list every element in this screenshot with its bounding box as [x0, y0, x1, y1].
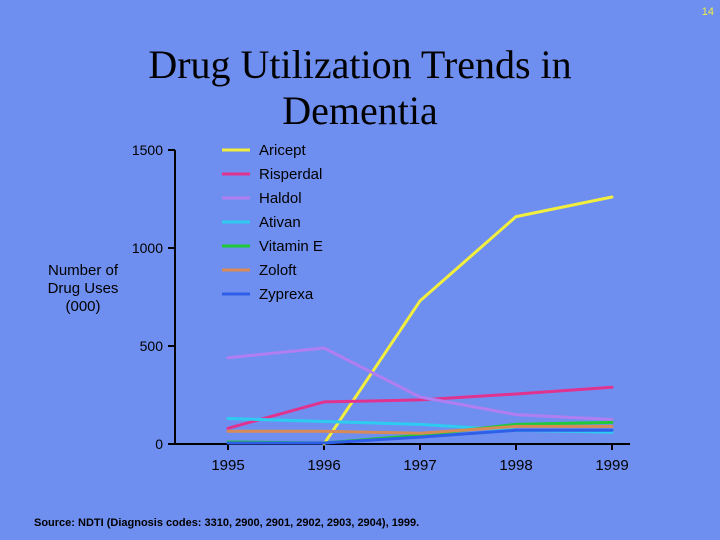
y-tick-label: 1000 [132, 240, 163, 256]
y-tick-label: 0 [155, 436, 163, 452]
y-tick-label: 1500 [132, 142, 163, 158]
x-tick-label: 1998 [499, 457, 532, 474]
legend-label-risperdal: Risperdal [259, 166, 322, 183]
x-tick-label: 1999 [595, 457, 628, 474]
series-line-haldol [226, 346, 614, 421]
x-tick-label: 1995 [211, 457, 244, 474]
x-tick-label: 1997 [403, 457, 436, 474]
chart-title: Drug Utilization Trends in Dementia [148, 42, 572, 133]
legend-label-vitamin-e: Vitamin E [259, 238, 323, 255]
legend-label-zoloft: Zoloft [259, 262, 297, 279]
y-tick-label: 500 [140, 338, 164, 354]
slide-number: 14 [701, 6, 714, 18]
legend-label-zyprexa: Zyprexa [259, 286, 314, 303]
series-lines [226, 195, 614, 446]
series-line-zoloft [226, 424, 614, 435]
legend-label-ativan: Ativan [259, 214, 301, 231]
source-note: Source: NDTI (Diagnosis codes: 3310, 290… [34, 517, 420, 529]
series-line-zyprexa [226, 428, 614, 445]
legend-label-haldol: Haldol [259, 190, 302, 207]
y-axis-label: Number of Drug Uses (000) [47, 262, 119, 315]
legend: Aricept Risperdal Haldol Ativan Vitamin E Zol… [222, 142, 323, 303]
legend-label-aricept: Aricept [259, 142, 307, 159]
series-line-risperdal [226, 385, 614, 430]
x-tick-label: 1996 [307, 457, 340, 474]
